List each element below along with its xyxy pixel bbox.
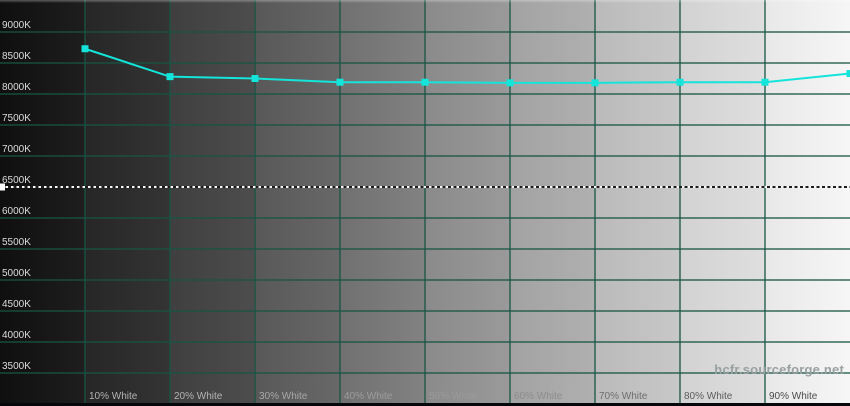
x-axis-label: 50% White xyxy=(429,391,478,402)
data-point-marker xyxy=(676,78,684,86)
x-axis-label: 60% White xyxy=(514,391,563,402)
y-axis-label: 3500K xyxy=(2,361,31,372)
x-axis-label: 40% White xyxy=(344,391,393,402)
y-axis-label: 4500K xyxy=(2,299,31,310)
y-axis-label: 6500K xyxy=(2,175,31,186)
y-axis-label: 5000K xyxy=(2,268,31,279)
y-axis-label: 4000K xyxy=(2,330,31,341)
bottom-border xyxy=(0,403,850,406)
data-point-marker xyxy=(506,79,514,87)
y-axis-label: 8500K xyxy=(2,51,31,62)
data-point-marker xyxy=(846,70,850,78)
y-axis-label: 6000K xyxy=(2,206,31,217)
y-axis-label: 7500K xyxy=(2,113,31,124)
x-axis-label: 80% White xyxy=(684,391,733,402)
data-point-marker xyxy=(251,75,259,82)
x-axis-label: 30% White xyxy=(259,391,308,402)
temperature-series-line xyxy=(84,47,850,84)
data-point-marker xyxy=(761,78,769,86)
x-axis-label: 10% White xyxy=(89,391,138,402)
y-axis-label: 7000K xyxy=(2,144,31,155)
data-point-marker xyxy=(166,73,174,81)
y-axis-label: 9000K xyxy=(2,20,31,31)
data-point-marker xyxy=(421,78,429,86)
x-axis-label: 90% White xyxy=(769,391,818,402)
x-axis-label: 70% White xyxy=(599,391,648,402)
data-point-marker xyxy=(81,45,89,53)
reference-left-tick xyxy=(0,183,5,191)
y-axis-label: 5500K xyxy=(2,237,31,248)
data-point-marker xyxy=(336,78,344,86)
x-axis-label: 20% White xyxy=(174,391,223,402)
watermark: hcfr.sourceforge.net xyxy=(714,362,844,377)
data-point-marker xyxy=(591,79,599,87)
y-axis-label: 8000K xyxy=(2,82,31,93)
